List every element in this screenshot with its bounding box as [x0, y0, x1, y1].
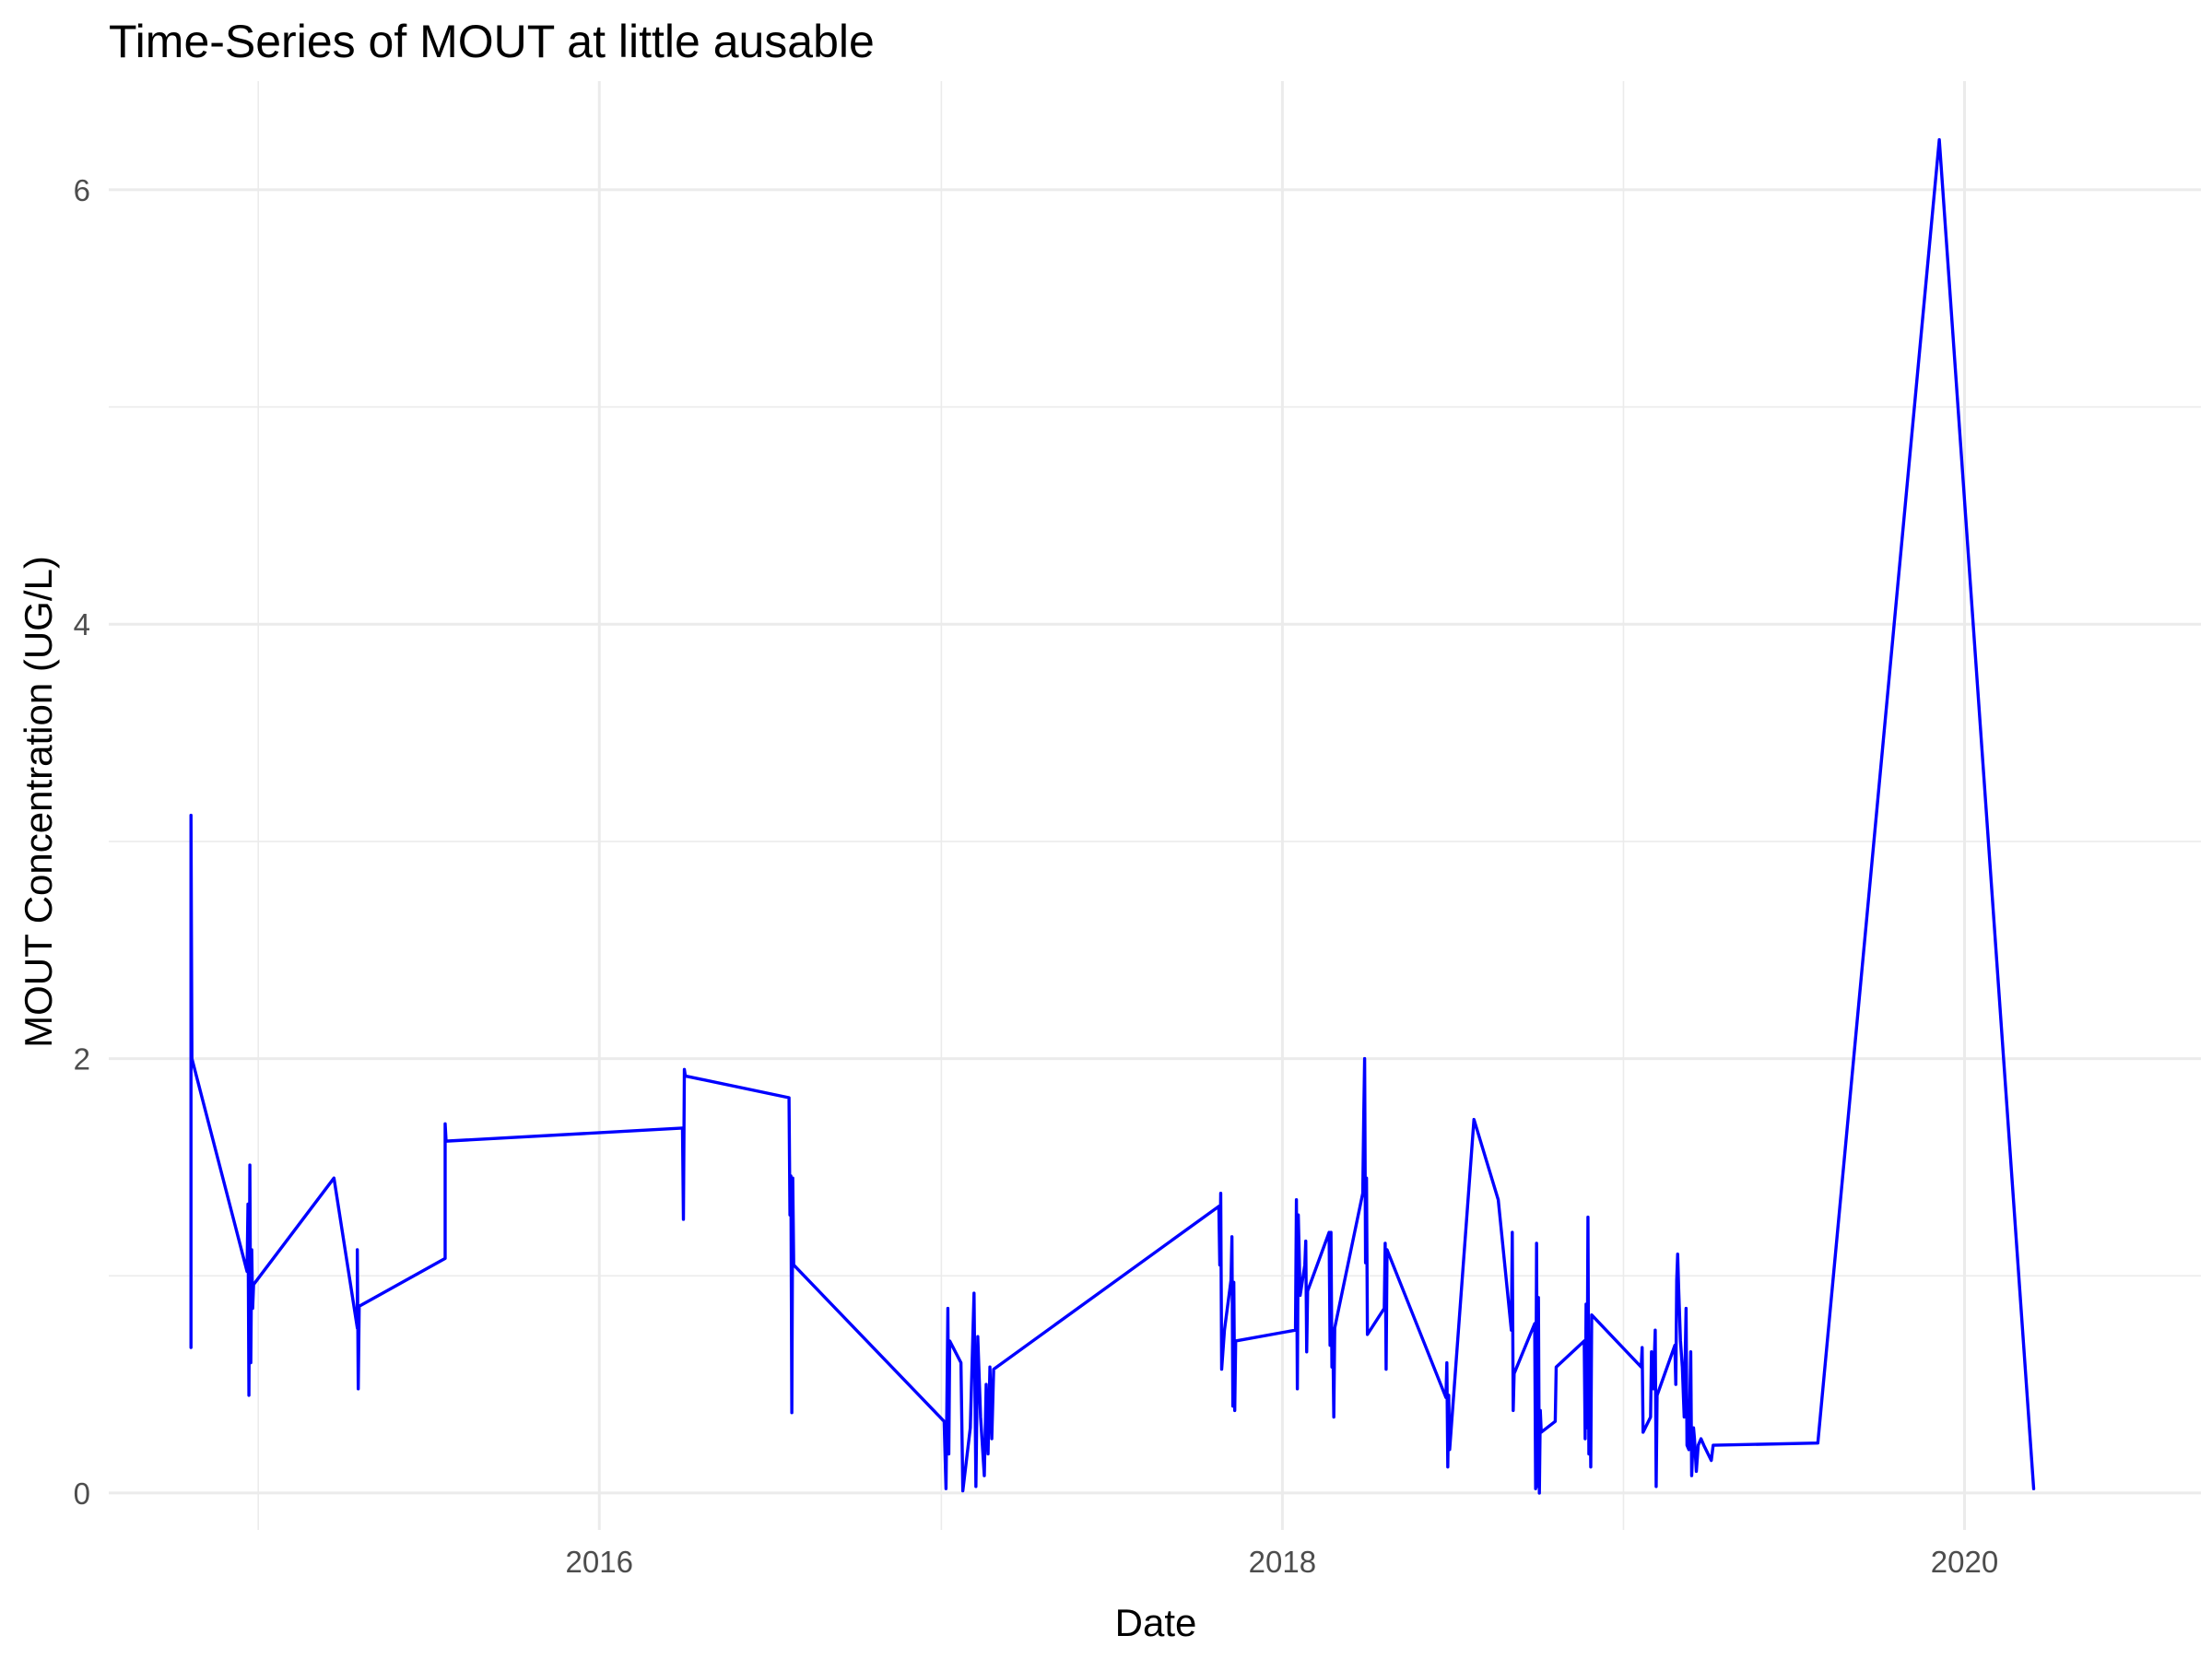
- x-tick-label: 2018: [1249, 1545, 1316, 1579]
- y-tick-label: 4: [74, 607, 90, 641]
- y-tick-label: 2: [74, 1042, 90, 1077]
- y-tick-label: 0: [74, 1477, 90, 1511]
- y-axis-title: MOUT Concentration (UG/L): [17, 556, 60, 1048]
- x-axis-title: Date: [1115, 1601, 1197, 1644]
- chart-title: Time-Series of MOUT at little ausable: [109, 16, 875, 67]
- y-axis-ticks: 0 2 4 6: [74, 173, 90, 1511]
- series-layer: [189, 137, 2036, 1495]
- major-gridlines: [109, 81, 2201, 1530]
- minor-gridlines: [109, 81, 2201, 1530]
- x-axis-ticks: 2016 2018 2020: [566, 1545, 1999, 1579]
- y-tick-label: 6: [74, 173, 90, 207]
- x-tick-label: 2016: [566, 1545, 633, 1579]
- series-line: [189, 137, 2036, 1495]
- x-tick-label: 2020: [1931, 1545, 1998, 1579]
